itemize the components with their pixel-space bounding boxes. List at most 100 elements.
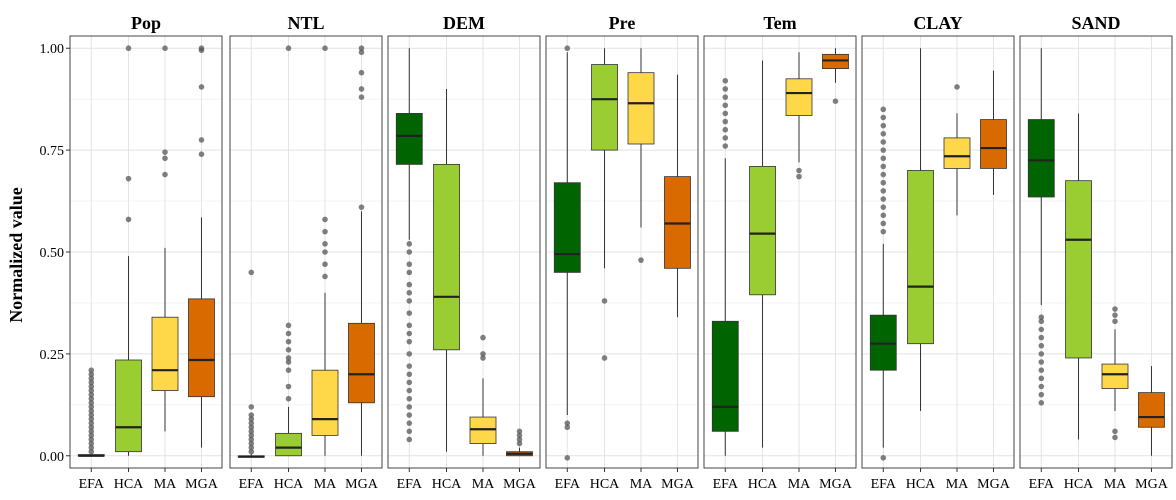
outlier-point: [722, 86, 729, 92]
box-body: [1101, 363, 1129, 389]
box-hca: [1065, 113, 1092, 440]
outlier-point: [198, 151, 205, 157]
box-body: [749, 166, 776, 296]
box-body: [395, 113, 423, 165]
x-tick-label: MA: [1104, 477, 1127, 492]
outlier-point: [1112, 428, 1118, 435]
outlier-point: [162, 149, 168, 155]
outlier-point: [880, 188, 887, 194]
outlier-point: [285, 395, 292, 402]
x-tick-label: MGA: [819, 477, 853, 492]
outlier-point: [722, 135, 729, 141]
box-body: [591, 64, 618, 151]
panel-border: [229, 35, 383, 469]
box-body: [1027, 119, 1055, 198]
outlier-point: [796, 173, 802, 180]
x-tick-label: MA: [788, 477, 811, 492]
outlier-point: [796, 167, 802, 174]
outlier-point: [88, 379, 95, 386]
outlier-point: [162, 171, 168, 178]
outlier-point: [406, 371, 413, 378]
panel-dem: DEM EFA HCA MA MGA: [387, 8, 541, 492]
box-hca: [907, 48, 934, 411]
outlier-point: [406, 412, 413, 418]
outlier-point: [88, 383, 95, 390]
outlier-point: [285, 359, 292, 365]
x-tick-label: EFA: [555, 477, 581, 492]
outlier-point: [880, 155, 887, 162]
outlier-point: [1038, 326, 1045, 333]
outlier-point: [1038, 342, 1045, 349]
box-hca: [591, 48, 618, 361]
outlier-point: [198, 137, 205, 143]
outlier-point: [88, 404, 95, 410]
outlier-point: [88, 371, 95, 378]
outlier-point: [516, 440, 523, 447]
outlier-point: [248, 428, 255, 435]
outlier-point: [564, 455, 571, 461]
outlier-point: [248, 416, 255, 422]
panel-border: [387, 35, 541, 469]
x-tick-label: EFA: [239, 477, 265, 492]
outlier-point: [248, 420, 255, 426]
outlier-point: [406, 351, 413, 357]
outlier-point: [1038, 367, 1045, 373]
outlier-point: [406, 338, 413, 345]
outlier-point: [88, 436, 95, 443]
x-tick-label: MGA: [185, 477, 219, 492]
outlier-point: [248, 440, 255, 447]
outlier-point: [1038, 318, 1045, 325]
x-tick-label: HCA: [432, 477, 462, 492]
outlier-point: [248, 436, 255, 443]
box-efa: [237, 269, 265, 458]
outlier-point: [880, 196, 887, 202]
box-body: [188, 298, 215, 398]
box-ma: [469, 334, 497, 456]
outlier-point: [516, 436, 523, 443]
box-mga: [188, 45, 215, 448]
outlier-point: [406, 428, 413, 435]
outlier-point: [358, 49, 365, 56]
panel-strip: [70, 8, 222, 36]
outlier-point: [1038, 314, 1045, 321]
panel-border: [1019, 35, 1173, 469]
outlier-point: [406, 261, 413, 268]
outlier-point: [88, 420, 95, 426]
x-tick-label: MGA: [345, 477, 379, 492]
box-body: [785, 78, 813, 116]
outlier-point: [880, 204, 887, 210]
outlier-point: [880, 212, 887, 219]
outlier-point: [285, 367, 292, 373]
outlier-point: [162, 155, 168, 162]
panel-clay: CLAY EFA HCA MA MGA: [861, 8, 1015, 492]
panel-title: DEM: [443, 13, 485, 33]
outlier-point: [406, 281, 413, 288]
outlier-point: [88, 424, 95, 431]
panel-title: Tem: [763, 13, 796, 33]
outlier-point: [248, 432, 255, 439]
outlier-point: [198, 84, 205, 90]
outlier-point: [564, 424, 571, 431]
outlier-point: [406, 249, 413, 255]
outlier-point: [358, 69, 365, 76]
outlier-point: [601, 298, 608, 304]
panel-title: Pre: [609, 13, 636, 33]
outlier-point: [516, 428, 523, 435]
x-tick-label: MA: [630, 477, 653, 492]
outlier-point: [1112, 312, 1118, 318]
outlier-point: [248, 404, 255, 410]
outlier-point: [248, 444, 255, 451]
outlier-point: [406, 387, 413, 394]
box-body: [348, 322, 375, 404]
x-tick-label: MA: [946, 477, 969, 492]
outlier-point: [88, 391, 95, 398]
outlier-point: [322, 216, 328, 223]
box-ma: [311, 45, 339, 456]
outlier-point: [322, 249, 328, 255]
outlier-point: [358, 204, 365, 210]
box-body: [980, 119, 1007, 169]
y-axis: 0.00 0.25 0.50 0.75 1.00: [40, 42, 70, 465]
outlier-point: [406, 241, 413, 247]
outlier-point: [722, 143, 729, 149]
outlier-point: [406, 363, 413, 369]
